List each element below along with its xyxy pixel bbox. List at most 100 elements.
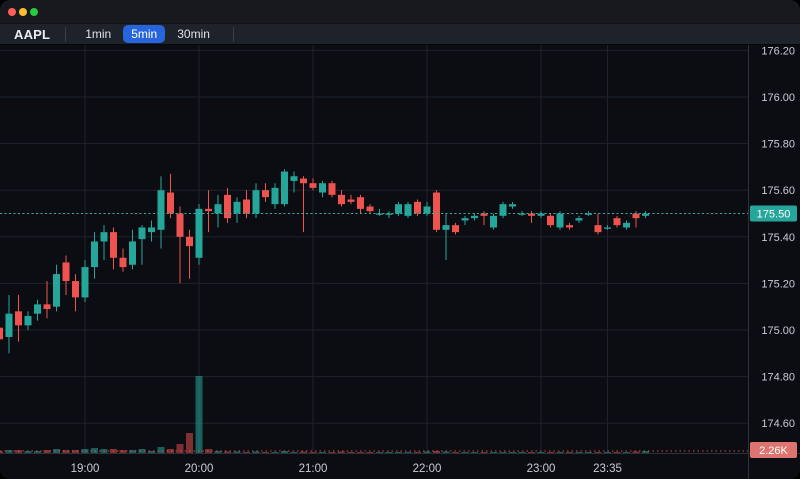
- volume-bar: [347, 452, 355, 453]
- candle-body: [594, 225, 602, 233]
- candle-body: [347, 199, 355, 202]
- volume-bar: [186, 432, 193, 453]
- candle-body: [319, 183, 326, 193]
- candle-body: [632, 213, 640, 219]
- candle-body: [433, 192, 440, 230]
- timeframe-button-group: 1min 5min 30min: [77, 25, 222, 43]
- volume-bar: [613, 452, 621, 453]
- volume-bar: [461, 452, 469, 453]
- candle-body: [537, 213, 545, 216]
- candle-body: [357, 197, 364, 209]
- candle-body: [366, 206, 374, 212]
- candle-body: [309, 183, 317, 188]
- candle-body: [243, 199, 250, 214]
- candle-body: [490, 215, 497, 228]
- time-axis[interactable]: 19:00 20:00 21:00 22:00 23:00 23:35: [71, 463, 622, 475]
- candles: [0, 169, 649, 354]
- candlestick-chart[interactable]: 176.20 176.00 175.80 175.60 175.40 175.20 175.…: [0, 45, 800, 479]
- candle-body: [499, 204, 507, 216]
- volume-bar: [499, 452, 507, 453]
- price-axis-label: 176.00: [761, 92, 795, 104]
- volume-bar: [471, 452, 478, 453]
- time-axis-label: 20:00: [185, 463, 214, 475]
- volume-bar: [62, 449, 70, 453]
- toolbar-divider: [65, 26, 67, 42]
- candle-body: [167, 192, 174, 214]
- candle-body: [81, 267, 89, 298]
- candle-body: [233, 201, 241, 214]
- candle-body: [91, 241, 98, 268]
- candle-body: [528, 213, 535, 216]
- volume-bar: [632, 451, 640, 453]
- volume-bar: [72, 449, 79, 453]
- volume-bar: [395, 452, 402, 453]
- candle-body: [0, 327, 3, 340]
- volume-bar: [404, 452, 412, 453]
- volume-bar: [442, 451, 450, 453]
- volume-bar: [290, 452, 298, 453]
- candle-body: [281, 171, 288, 205]
- volume-bar: [176, 443, 184, 453]
- candle-body: [471, 215, 478, 219]
- volume-bar: [604, 452, 611, 453]
- candle-body: [5, 313, 13, 337]
- candle-body: [186, 236, 193, 247]
- candle-body: [623, 222, 630, 228]
- chart-canvas[interactable]: 176.20 176.00 175.80 175.60 175.40 175.20 175.…: [0, 45, 800, 479]
- volume-bar: [157, 446, 165, 453]
- volume-bar: [528, 452, 535, 453]
- candle-body: [328, 183, 336, 195]
- candle-body: [300, 178, 307, 184]
- candle-body: [642, 213, 649, 216]
- candle-body: [518, 213, 526, 215]
- candle-body: [62, 262, 70, 282]
- candle-body: [423, 206, 431, 214]
- timeframe-button-5min[interactable]: 5min: [123, 25, 166, 43]
- volume-bar: [376, 452, 383, 453]
- candle-body: [547, 215, 554, 226]
- volume-bar: [24, 450, 32, 453]
- timeframe-button-30min[interactable]: 30min: [169, 25, 218, 43]
- volume-bar: [366, 452, 374, 453]
- symbol-label: AAPL: [14, 26, 51, 42]
- volume-bar: [594, 452, 602, 453]
- candle-body: [461, 218, 469, 221]
- price-axis-label: 175.20: [761, 278, 795, 290]
- candle-body: [205, 208, 212, 212]
- candle-body: [119, 257, 127, 268]
- timeframe-button-1min[interactable]: 1min: [77, 25, 119, 43]
- window-titlebar[interactable]: [0, 0, 800, 24]
- volume-bar: [423, 451, 431, 453]
- volume-bar: [0, 450, 3, 453]
- candle-body: [24, 316, 32, 326]
- volume-bar: [214, 450, 222, 453]
- volume-bar: [252, 451, 260, 453]
- candle-body: [148, 227, 155, 233]
- price-axis[interactable]: 176.20 176.00 175.80 175.60 175.40 175.20 175.…: [761, 45, 795, 430]
- candle-body: [214, 204, 222, 214]
- candle-body: [129, 241, 136, 265]
- candle-body: [43, 304, 51, 310]
- volume-bar: [319, 452, 326, 453]
- candle-body: [290, 176, 298, 181]
- volume-bar: [300, 451, 307, 453]
- minimize-button[interactable]: [19, 7, 27, 16]
- volume-bar: [43, 449, 51, 453]
- volume-bar: [575, 452, 583, 453]
- volume-bar: [642, 450, 649, 453]
- volume-bar: [271, 452, 279, 453]
- last-volume-value: 2.26K: [759, 445, 788, 457]
- candle-body: [556, 213, 564, 228]
- close-button[interactable]: [8, 7, 16, 16]
- volume-bar: [433, 450, 440, 453]
- volume-bar: [81, 449, 89, 453]
- candle-body: [15, 311, 22, 326]
- volume-bar: [195, 376, 203, 453]
- candle-body: [585, 213, 592, 215]
- time-axis-label: 22:00: [413, 463, 442, 475]
- zoom-button[interactable]: [30, 7, 38, 16]
- candle-body: [138, 227, 146, 240]
- candle-body: [53, 274, 60, 307]
- time-axis-label: 23:35: [593, 463, 622, 475]
